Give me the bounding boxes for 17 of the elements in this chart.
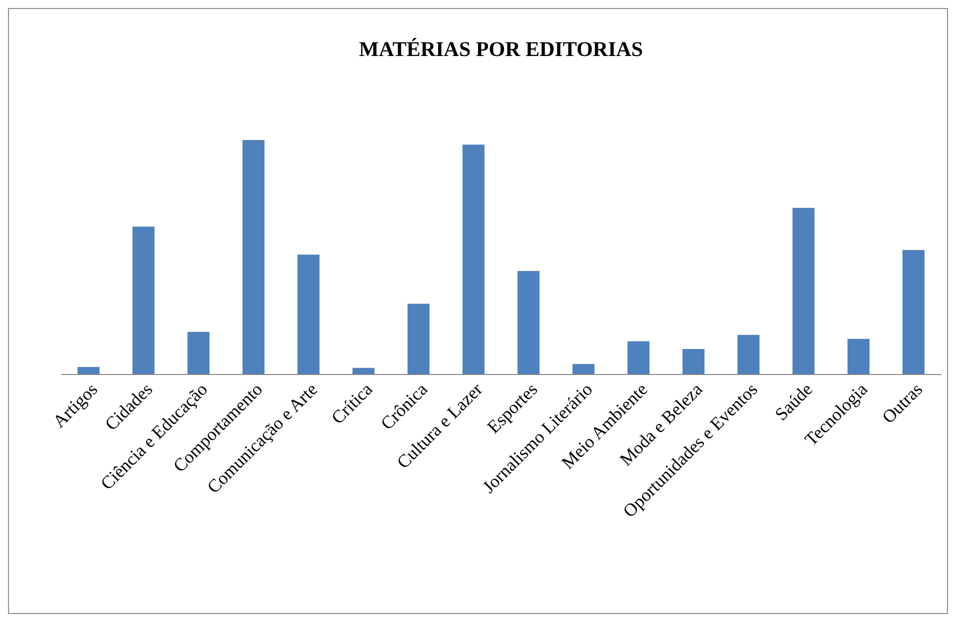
bar [242, 140, 264, 374]
bar [792, 208, 814, 374]
bar [462, 144, 484, 374]
bar [848, 338, 870, 374]
bar [408, 304, 430, 374]
bar [298, 254, 320, 374]
bar [352, 368, 374, 374]
bar [628, 341, 650, 374]
bar [682, 348, 704, 374]
bar [188, 332, 210, 374]
bar [738, 334, 760, 374]
chart-title: MATÉRIAS POR EDITORIAS [359, 37, 643, 61]
bar [572, 364, 594, 374]
bar [902, 250, 924, 374]
bar [518, 271, 540, 374]
bar [132, 226, 154, 374]
bar [78, 366, 100, 374]
